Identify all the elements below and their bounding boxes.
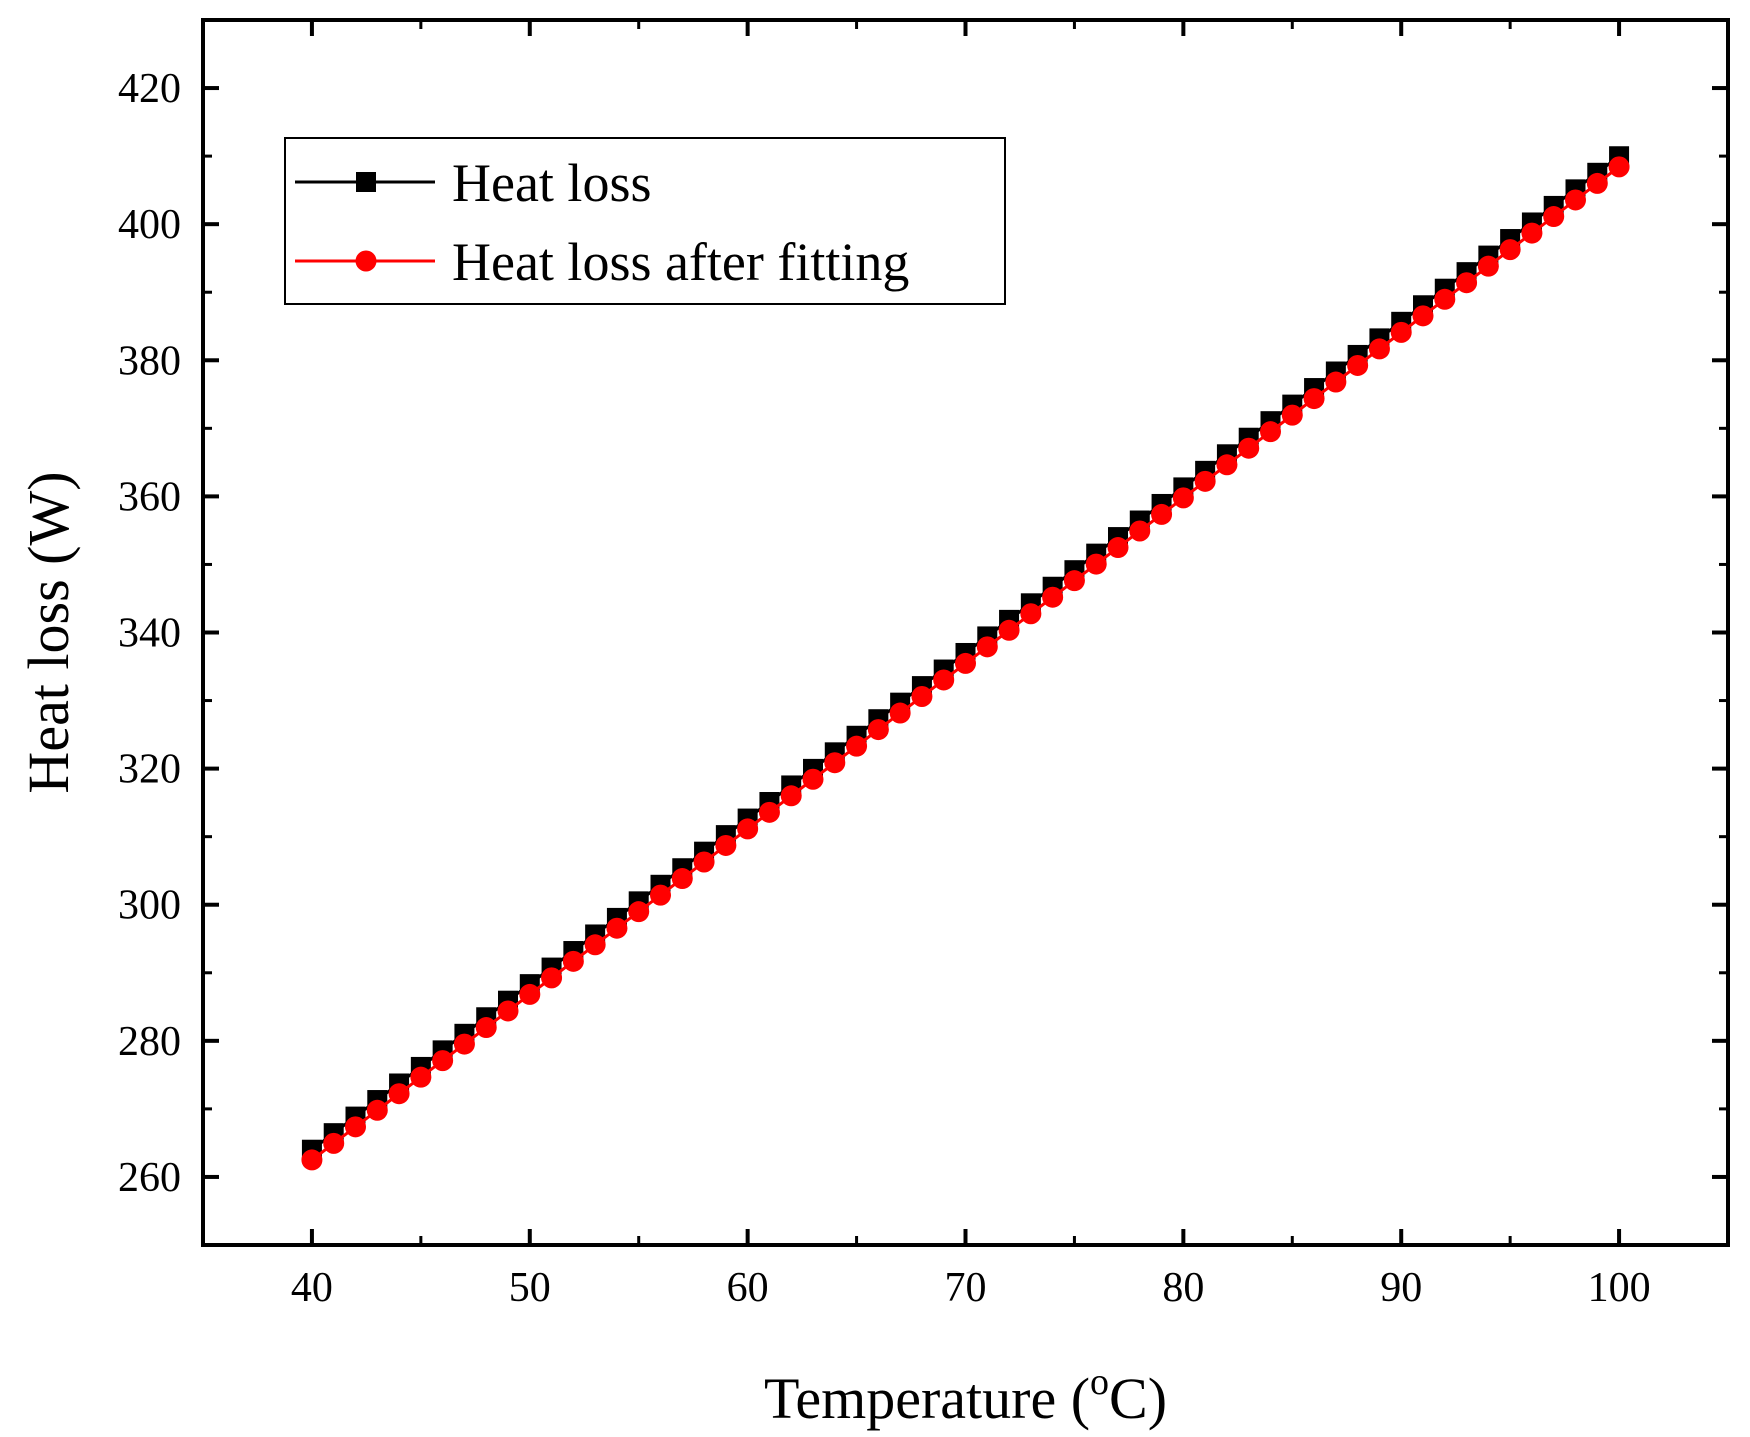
x-tick-label: 40 bbox=[291, 1265, 333, 1311]
data-point-circle bbox=[911, 685, 933, 707]
data-point-circle bbox=[432, 1050, 454, 1072]
data-point-circle bbox=[976, 636, 998, 658]
data-point-circle bbox=[1042, 586, 1064, 608]
y-axis-title: Heat loss (W) bbox=[16, 471, 81, 793]
data-point-circle bbox=[1412, 305, 1434, 327]
tick-labels: 40 50 60 70 80 90 100 260 280 300 320 340 360 380 400 4… bbox=[118, 66, 1651, 1311]
data-point-circle bbox=[388, 1083, 410, 1105]
x-axis-title-main: Temperature ( bbox=[764, 1366, 1090, 1431]
data-point-circle bbox=[453, 1033, 475, 1055]
data-point-circle bbox=[1608, 156, 1630, 178]
y-tick-label: 340 bbox=[118, 611, 181, 657]
data-point-circle bbox=[650, 884, 671, 906]
data-point-circle bbox=[1151, 503, 1173, 525]
x-tick-label: 90 bbox=[1380, 1265, 1422, 1311]
data-point-circle bbox=[846, 735, 868, 757]
series-heat-loss-after-fitting bbox=[301, 156, 1630, 1171]
legend-entry: Heat loss after fitting bbox=[295, 232, 909, 292]
data-point-circle bbox=[1063, 570, 1085, 592]
y-tick-label: 400 bbox=[118, 202, 181, 248]
data-point-circle bbox=[1216, 454, 1238, 476]
legend-label: Heat loss bbox=[452, 153, 651, 213]
data-point-circle bbox=[497, 1000, 519, 1022]
legend-marker-square bbox=[356, 172, 376, 192]
x-tick-label: 60 bbox=[727, 1265, 769, 1311]
y-tick-label: 260 bbox=[118, 1155, 181, 1201]
data-point-circle bbox=[824, 752, 846, 774]
data-point-circle bbox=[519, 983, 541, 1005]
data-point-circle bbox=[606, 917, 628, 939]
data-point-circle bbox=[1347, 354, 1369, 376]
data-point-circle bbox=[562, 950, 584, 972]
legend-marker-circle bbox=[355, 250, 377, 272]
data-point-circle bbox=[584, 934, 606, 956]
data-point-circle bbox=[955, 652, 976, 674]
data-point-circle bbox=[1085, 553, 1107, 575]
y-tick-label: 280 bbox=[118, 1019, 181, 1065]
data-point-circle bbox=[410, 1066, 432, 1088]
data-point-circle bbox=[1543, 206, 1565, 228]
data-point-circle bbox=[1477, 255, 1499, 277]
data-point-circle bbox=[998, 619, 1020, 641]
data-point-circle bbox=[1368, 338, 1390, 360]
data-point-circle bbox=[802, 768, 824, 790]
legend-entry: Heat loss bbox=[295, 153, 651, 213]
data-point-circle bbox=[1020, 603, 1042, 625]
series-layer bbox=[301, 146, 1630, 1171]
x-tick-label: 50 bbox=[509, 1265, 551, 1311]
legend-box bbox=[284, 137, 1006, 305]
data-point-circle bbox=[1456, 272, 1478, 294]
data-point-circle bbox=[1194, 470, 1216, 492]
data-point-circle bbox=[1238, 437, 1260, 459]
data-point-circle bbox=[323, 1132, 345, 1154]
x-axis-title-tail: C) bbox=[1109, 1366, 1167, 1431]
data-point-circle bbox=[345, 1116, 366, 1138]
data-point-circle bbox=[1107, 537, 1129, 559]
data-point-circle bbox=[1434, 288, 1456, 310]
x-axis-title: Temperature (oC) bbox=[764, 1361, 1167, 1431]
data-point-circle bbox=[780, 785, 802, 807]
x-tick-label: 70 bbox=[945, 1265, 987, 1311]
data-point-circle bbox=[693, 851, 715, 873]
data-point-circle bbox=[1172, 487, 1194, 509]
data-point-circle bbox=[1325, 371, 1347, 393]
legend: Heat loss Heat loss after fitting bbox=[284, 137, 1006, 305]
data-point-circle bbox=[933, 669, 955, 691]
data-point-circle bbox=[475, 1017, 497, 1039]
data-point-circle bbox=[715, 834, 737, 856]
data-point-circle bbox=[1586, 172, 1608, 194]
data-point-circle bbox=[1499, 239, 1521, 261]
data-point-circle bbox=[889, 702, 911, 724]
data-point-circle bbox=[366, 1099, 388, 1121]
data-point-circle bbox=[671, 868, 693, 890]
data-point-circle bbox=[628, 901, 650, 923]
legend-label: Heat loss after fitting bbox=[452, 232, 909, 292]
data-point-circle bbox=[1565, 189, 1586, 211]
data-point-circle bbox=[1390, 321, 1412, 343]
data-point-circle bbox=[758, 801, 780, 823]
y-tick-label: 420 bbox=[118, 66, 181, 112]
data-point-circle bbox=[1521, 222, 1543, 244]
data-point-circle bbox=[867, 719, 889, 741]
data-point-circle bbox=[301, 1149, 323, 1171]
data-point-circle bbox=[541, 967, 563, 989]
x-tick-label: 100 bbox=[1588, 1265, 1651, 1311]
data-point-circle bbox=[1129, 520, 1151, 542]
data-point-circle bbox=[1260, 421, 1281, 443]
plot-area-frame bbox=[201, 18, 1730, 1247]
x-tick-label: 80 bbox=[1162, 1265, 1204, 1311]
y-tick-label: 300 bbox=[118, 883, 181, 929]
x-axis-title-superscript: o bbox=[1090, 1361, 1109, 1403]
y-tick-label: 380 bbox=[118, 338, 181, 384]
data-point-circle bbox=[1303, 388, 1325, 410]
y-tick-label: 360 bbox=[118, 474, 181, 520]
data-point-circle bbox=[737, 818, 759, 840]
data-point-circle bbox=[1281, 404, 1303, 426]
y-tick-label: 320 bbox=[118, 747, 181, 793]
